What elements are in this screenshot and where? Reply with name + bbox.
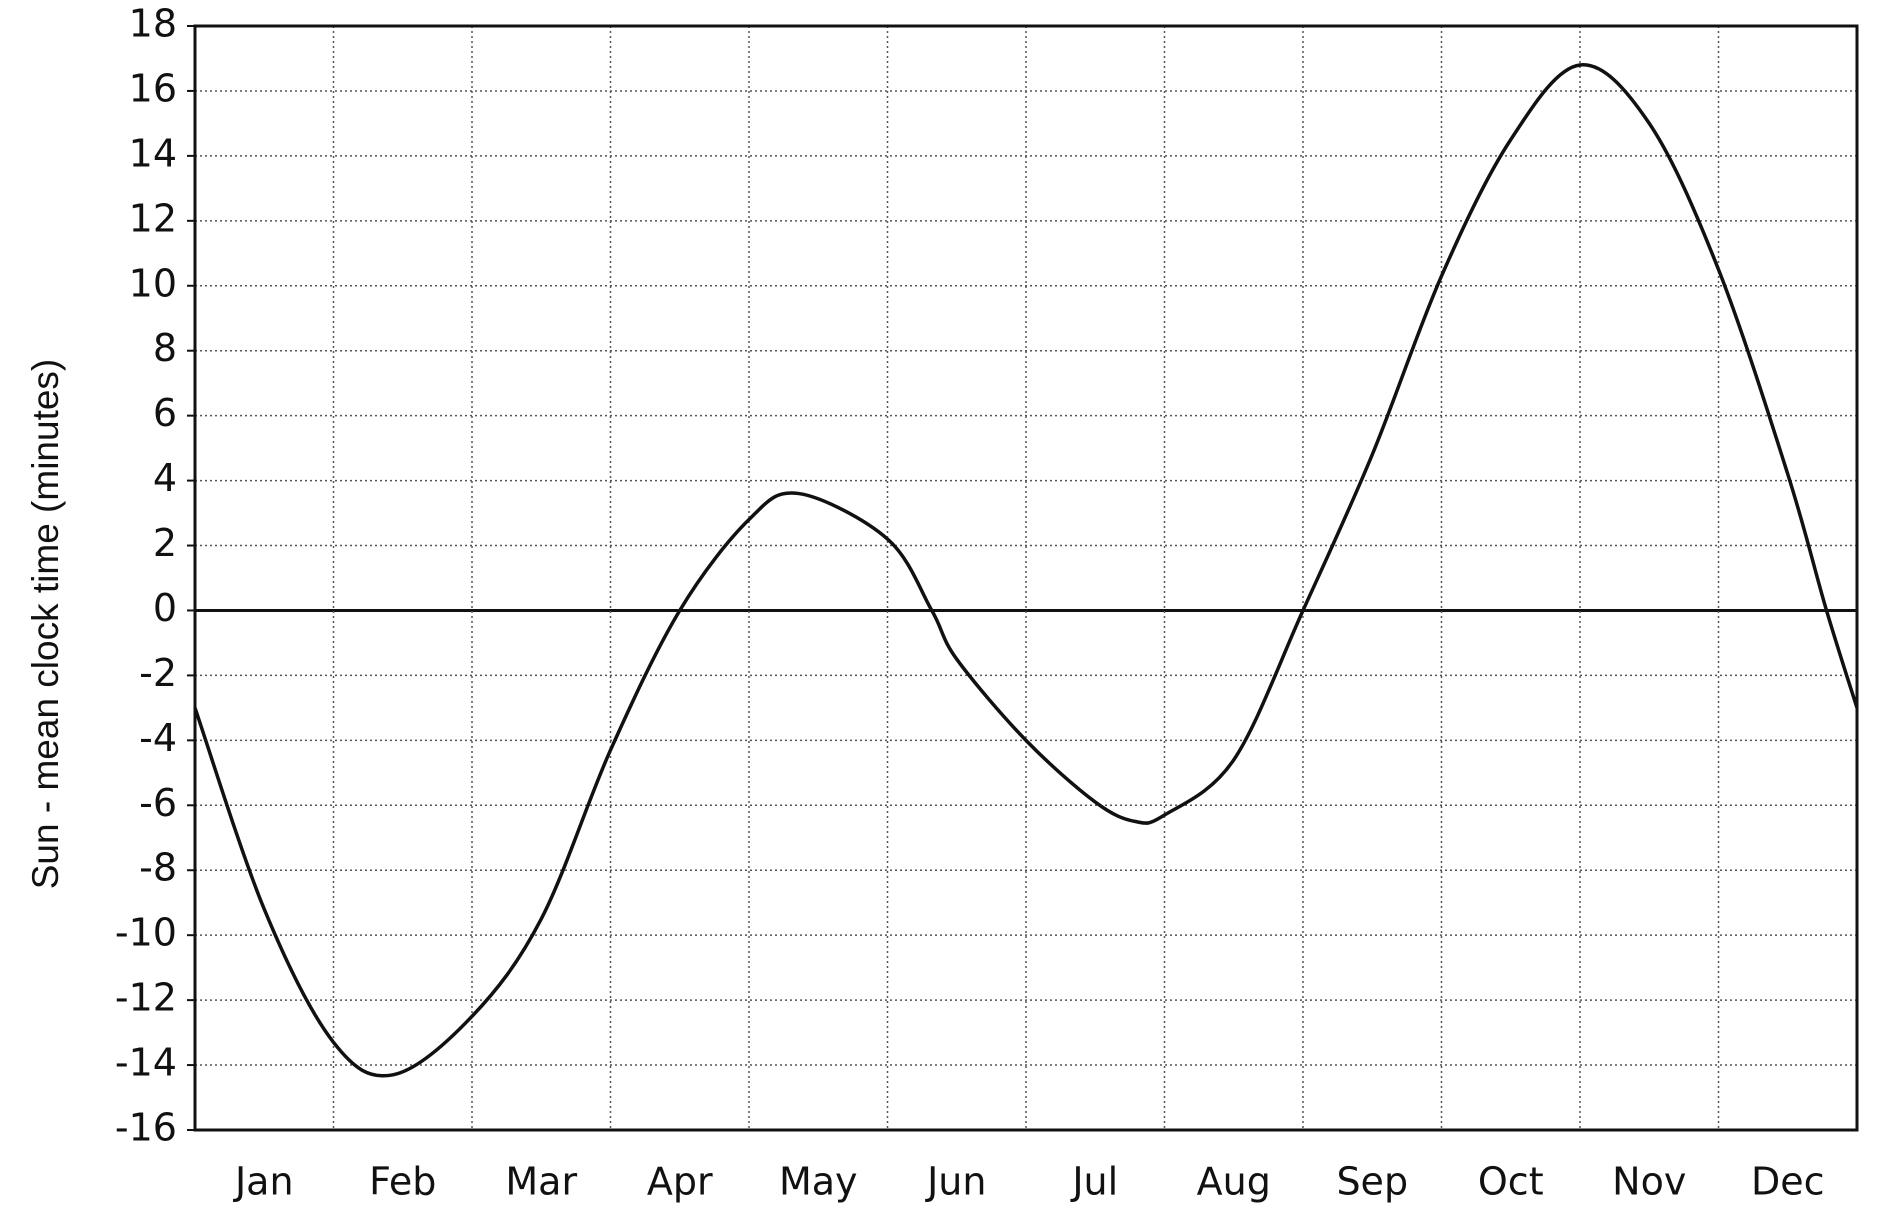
y-tick-label: 0 (153, 586, 177, 630)
x-tick-label: Apr (647, 1160, 713, 1204)
y-tick-label: 18 (129, 2, 177, 46)
plot-frame (193, 24, 1859, 1132)
y-tick-label: 14 (129, 131, 177, 175)
x-tick-label: Dec (1751, 1160, 1825, 1204)
y-tick-label: 4 (153, 456, 177, 500)
x-tick-label: Aug (1197, 1160, 1271, 1204)
x-tick-label: Feb (369, 1160, 436, 1204)
x-tick-label: Jul (1070, 1160, 1118, 1204)
y-tick-label: 6 (153, 391, 177, 435)
y-tick-label: 8 (153, 326, 177, 370)
y-tick-label: -2 (139, 651, 177, 695)
y-tick-label: 12 (129, 196, 177, 240)
x-tick-label: Jun (925, 1160, 986, 1204)
x-tick-label: Sep (1336, 1160, 1408, 1204)
x-tick-label: Jan (233, 1160, 294, 1204)
y-tick-label: -8 (139, 846, 177, 890)
y-axis-label: Sun - mean clock time (minutes) (25, 359, 66, 890)
x-tick-label: Nov (1612, 1160, 1686, 1204)
y-tick-label: -10 (115, 911, 177, 955)
y-tick-label: -12 (115, 976, 177, 1020)
y-tick-label: -16 (115, 1106, 177, 1150)
y-tick-label: -6 (139, 781, 177, 825)
curve (193, 63, 1859, 1078)
x-tick-label: Oct (1478, 1160, 1544, 1204)
y-tick-label: 16 (129, 66, 177, 110)
x-tick-label: May (779, 1160, 858, 1204)
y-tick-label: -14 (115, 1041, 177, 1085)
y-tick-label: 10 (129, 261, 177, 305)
y-tick-label: 2 (153, 521, 177, 565)
y-tick-label: -4 (139, 716, 177, 760)
x-tick-label: Mar (505, 1160, 577, 1204)
